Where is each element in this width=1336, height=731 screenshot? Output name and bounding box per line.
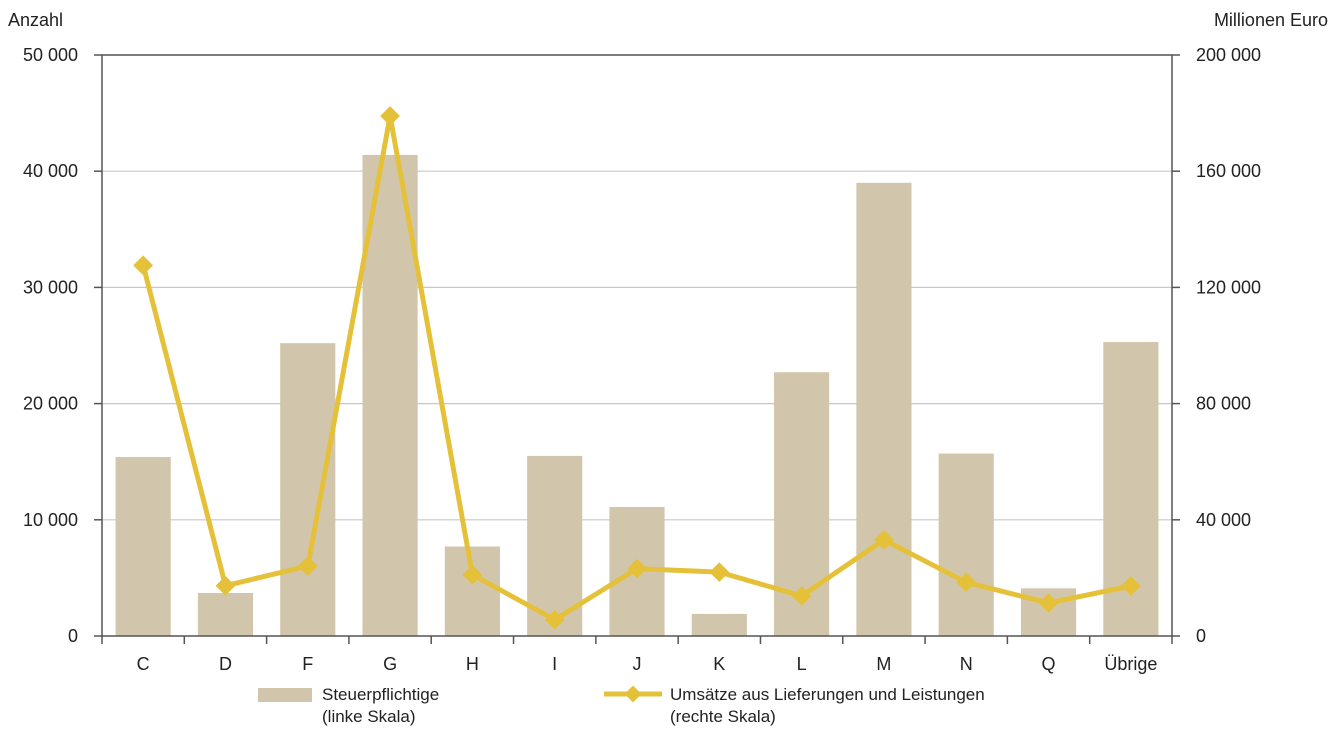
bar-F: [280, 343, 336, 636]
bar-H: [444, 546, 500, 636]
x-tick-label: K: [713, 654, 725, 674]
left-tick-label: 0: [68, 626, 78, 646]
legend-line-label-line2: (rechte Skala): [670, 707, 776, 726]
revenue-point-Q: [1038, 592, 1059, 613]
right-tick-label: 200 000: [1196, 45, 1261, 65]
x-tick-label: M: [876, 654, 891, 674]
legend-line-marker: [624, 685, 642, 703]
axes: [94, 54, 1180, 644]
tick-labels: 0 10 000 20 000 30 000 40 000 50 000 0 40 000 80…: [23, 45, 1261, 674]
revenue-point-Übrige: [1120, 576, 1141, 596]
x-tick-label: G: [383, 654, 397, 674]
bar-K: [691, 613, 747, 636]
bar-N: [938, 453, 994, 636]
x-tick-label: D: [219, 654, 232, 674]
x-tick-label: C: [137, 654, 150, 674]
bar-M: [856, 182, 912, 636]
right-tick-label: 0: [1196, 626, 1206, 646]
bar-G: [362, 154, 418, 636]
left-tick-label: 20 000: [23, 394, 78, 414]
revenue-point-H: [462, 564, 483, 585]
left-tick-label: 50 000: [23, 45, 78, 65]
left-tick-label: 30 000: [23, 277, 78, 297]
revenue-point-K: [709, 562, 730, 582]
right-tick-label: 160 000: [1196, 161, 1261, 181]
right-axis-title: Millionen Euro: [1214, 10, 1328, 30]
revenue-point-C: [133, 255, 154, 276]
gridlines: [102, 54, 1172, 521]
legend-bar-swatch: [258, 688, 312, 702]
revenue-point-M: [874, 529, 894, 550]
revenue-point-L: [791, 586, 812, 606]
x-tick-label: J: [633, 654, 642, 674]
x-tick-label: H: [466, 654, 479, 674]
revenue-point-N: [956, 572, 977, 593]
x-tick-label: F: [302, 654, 313, 674]
left-tick-label: 40 000: [23, 161, 78, 181]
revenue-point-I: [544, 609, 565, 630]
legend-line-label-line1: Umsätze aus Lieferungen und Leistungen: [670, 685, 985, 704]
x-tick-label: Q: [1042, 654, 1056, 674]
revenue-point-G: [380, 106, 400, 126]
legend-bar-label-line2: (linke Skala): [322, 707, 416, 726]
right-tick-label: 40 000: [1196, 510, 1251, 530]
legend-bar-label-line1: Steuerpflichtige: [322, 685, 439, 704]
bar-C: [115, 457, 171, 636]
right-tick-label: 80 000: [1196, 394, 1251, 414]
bar-D: [197, 593, 254, 636]
x-tick-label: Übrige: [1104, 654, 1157, 674]
revenue-point-J: [627, 558, 647, 579]
legend: Steuerpflichtige (linke Skala) Umsätze a…: [258, 685, 985, 726]
x-tick-label: N: [960, 654, 973, 674]
left-tick-label: 10 000: [23, 510, 78, 530]
left-axis-title: Anzahl: [8, 10, 63, 30]
right-tick-label: 120 000: [1196, 277, 1261, 297]
revenue-point-D: [215, 575, 236, 596]
x-tick-label: L: [797, 654, 807, 674]
revenue-point-F: [297, 556, 318, 576]
x-tick-label: I: [552, 654, 557, 674]
